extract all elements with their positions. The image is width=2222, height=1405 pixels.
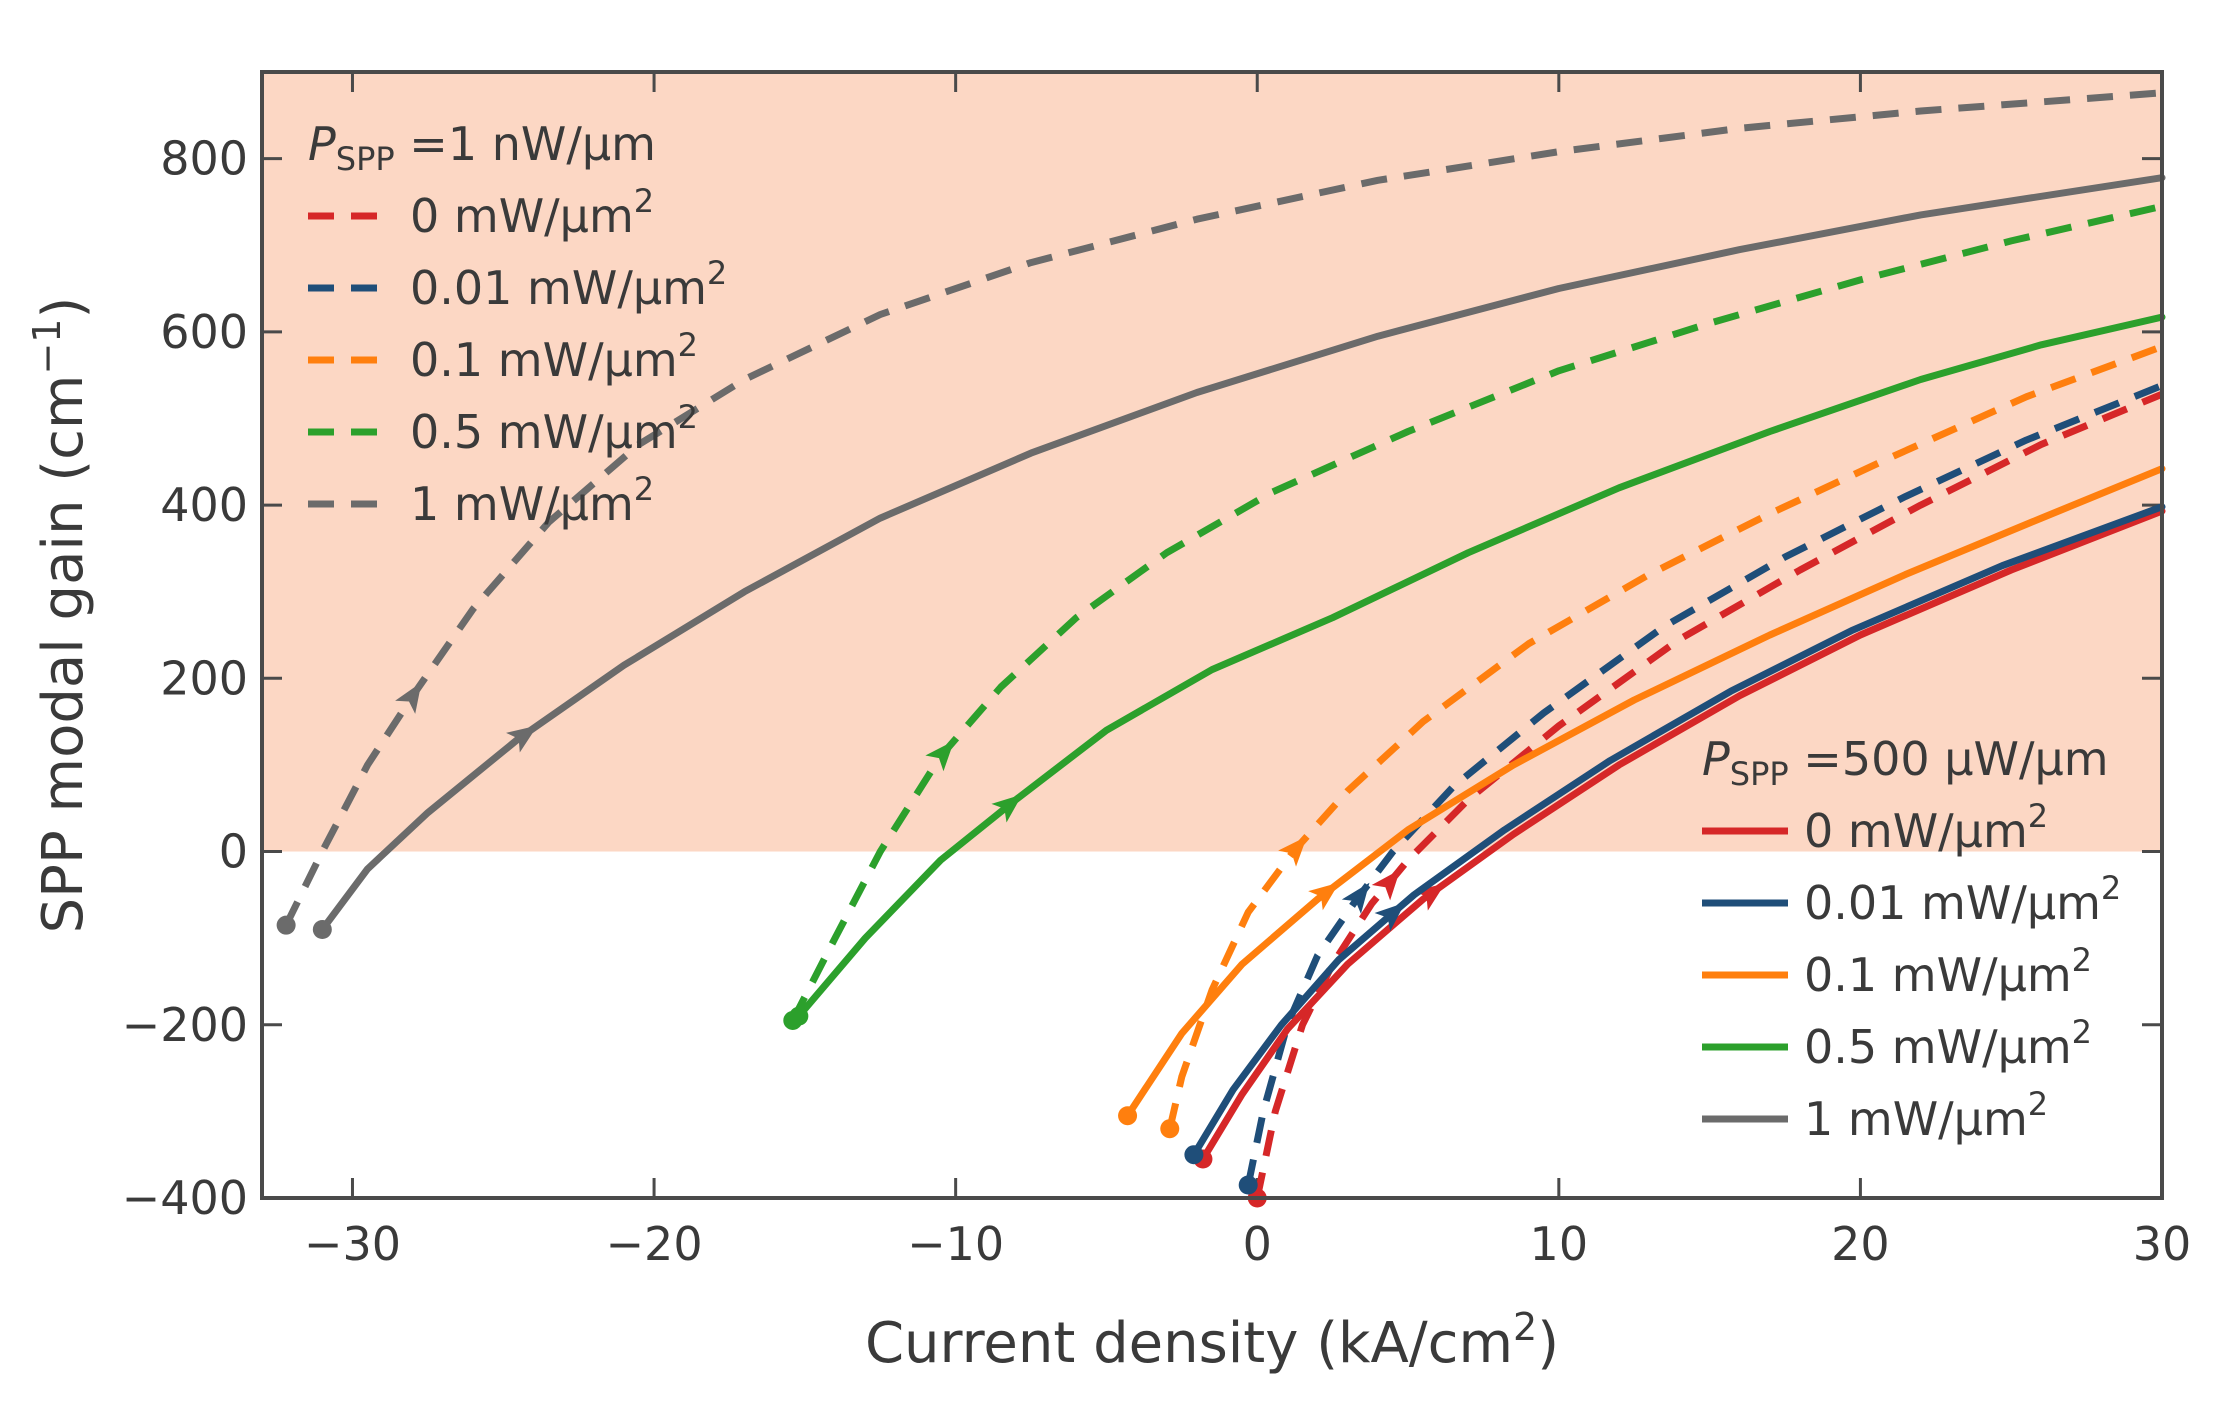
series-4 (276, 89, 2163, 935)
series-start-dot (312, 919, 332, 939)
y-axis-label: SPP modal gain (cm−1) (25, 297, 96, 934)
x-tick-label: 30 (2133, 1217, 2192, 1271)
legend-label: 0.1 mW/μm2 (410, 326, 698, 387)
series-start-dot (1160, 1119, 1180, 1139)
series-line (1253, 390, 2164, 1199)
x-tick-label: 10 (1530, 1217, 1589, 1271)
series-line (1166, 343, 2164, 1130)
legend-label: 0 mW/μm2 (1804, 797, 2048, 858)
x-tick-label: −20 (606, 1217, 703, 1271)
legend-label: 1 mW/μm2 (1804, 1085, 2048, 1146)
series-direction-arrow (1278, 836, 1308, 867)
legend-title: PSPP =1 nW/μm (308, 117, 656, 178)
series-start-dot (789, 1006, 809, 1026)
series-start-dot (1118, 1106, 1138, 1126)
series-direction-arrow (506, 725, 538, 753)
y-tick-label: 0 (219, 825, 248, 879)
axis-labels: Current density (kA/cm2) SPP modal gain (… (25, 297, 1559, 1376)
gain-region-layer (262, 72, 2162, 852)
x-tick-label: −30 (304, 1217, 401, 1271)
plot-frame (260, 70, 2164, 1200)
legend-label: 1 mW/μm2 (410, 470, 654, 531)
series-6 (1184, 503, 2166, 1165)
series-line (282, 89, 2163, 927)
series-2 (1160, 343, 2164, 1139)
series-direction-arrow (1374, 902, 1406, 932)
y-tick-label: −200 (122, 998, 248, 1052)
series-9 (312, 174, 2166, 939)
y-tick-label: 600 (160, 305, 248, 359)
series-line (1244, 382, 2164, 1186)
series-line (789, 202, 2163, 1022)
legend-label: 0.01 mW/μm2 (1804, 869, 2121, 930)
y-tick-label: −400 (122, 1171, 248, 1225)
legend-title: PSPP =500 μW/μm (1702, 732, 2109, 793)
series-layer (276, 89, 2166, 1208)
x-tick-label: 0 (1243, 1217, 1272, 1271)
gain-region (262, 72, 2162, 852)
series-direction-arrow (395, 682, 422, 714)
series-direction-arrow (1308, 882, 1340, 911)
legend-top-left: PSPP =1 nW/μm0 mW/μm2 0.01 mW/μm2 0.1 mW/μ… (308, 117, 727, 531)
series-direction-arrow (1341, 882, 1370, 914)
x-tick-label: 20 (1831, 1217, 1890, 1271)
legend-label: 0.5 mW/μm2 (410, 398, 698, 459)
series-line (1190, 503, 2166, 1159)
legend-label: 0 mW/μm2 (410, 182, 654, 243)
y-tick-label: 200 (160, 651, 248, 705)
series-start-dot (1184, 1145, 1204, 1165)
legend-label: 0.01 mW/μm2 (410, 254, 727, 315)
axes-ticks: −30 −20 −10 0 10 20 30 −400 −200 0 200 400 600 800 (122, 72, 2192, 1271)
series-line (795, 313, 2166, 1020)
series-direction-arrow (925, 740, 955, 772)
series-direction-arrow (991, 794, 1023, 823)
series-direction-arrow (1371, 869, 1401, 901)
series-7 (1118, 465, 2166, 1126)
series-1 (1238, 382, 2164, 1195)
legend-label: 0.5 mW/μm2 (1804, 1013, 2092, 1074)
series-line (1199, 507, 2166, 1163)
legend-bottom-right: PSPP =500 μW/μm0 mW/μm2 0.01 mW/μm2 0.1 mW… (1702, 732, 2121, 1146)
x-tick-label: −10 (907, 1217, 1004, 1271)
y-tick-label: 400 (160, 478, 248, 532)
series-line (318, 174, 2166, 933)
x-axis-label: Current density (kA/cm2) (865, 1305, 1559, 1376)
series-line (1124, 465, 2166, 1120)
series-8 (789, 313, 2166, 1026)
y-tick-label: 800 (160, 132, 248, 186)
legend-label: 0.1 mW/μm2 (1804, 941, 2092, 1002)
series-start-dot (276, 915, 296, 935)
series-start-dot (1238, 1175, 1258, 1195)
